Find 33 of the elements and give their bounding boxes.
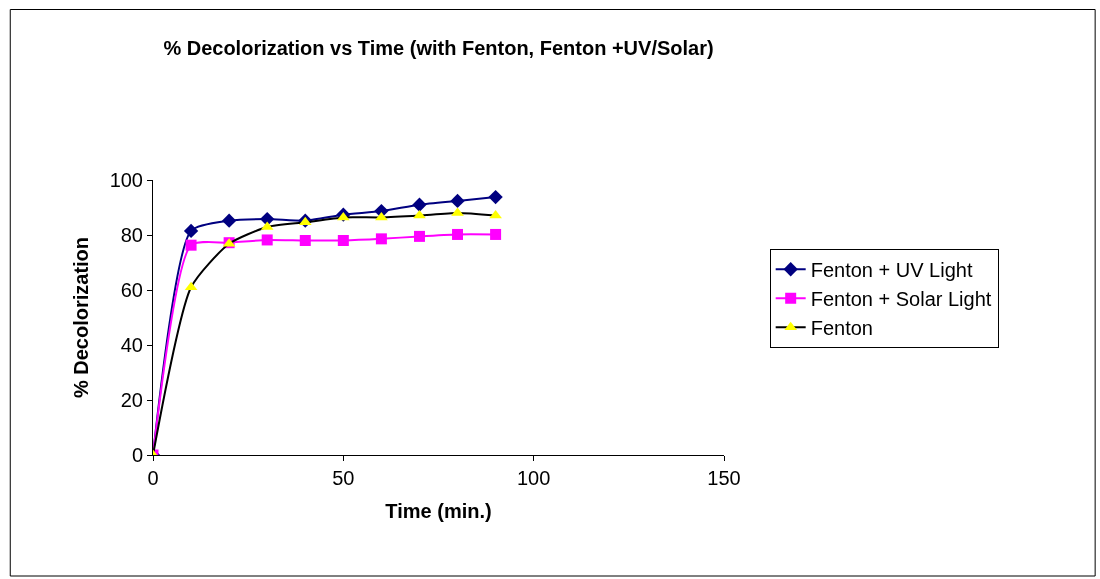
point: [490, 228, 502, 240]
y-tick-label: 60: [120, 279, 143, 301]
y-axis-title: % Decolorization: [70, 236, 93, 399]
point: [185, 239, 197, 251]
y-tick-label: 40: [120, 334, 143, 356]
point: [413, 209, 426, 219]
point: [489, 209, 502, 219]
point: [413, 230, 425, 242]
x-tick-label: 100: [516, 467, 551, 489]
point: [336, 211, 350, 221]
point: [452, 228, 464, 240]
y-tick-label: 100: [109, 169, 143, 191]
y-tick-label: 80: [120, 224, 143, 246]
y-tick-label: 0: [131, 444, 143, 466]
x-axis-title: Time (min.): [385, 499, 492, 522]
point: [412, 197, 427, 212]
x-tick-label: 0: [147, 467, 159, 489]
legend-label: Fenton + UV Light: [810, 259, 973, 282]
point: [299, 235, 311, 246]
x-tick-label: 150: [707, 467, 741, 489]
point: [375, 211, 388, 221]
y-tick-label: 20: [120, 389, 143, 411]
x-tick-label: 50: [332, 467, 355, 489]
legend-label: Fenton + Solar Light: [810, 288, 992, 311]
point: [450, 193, 465, 209]
point: [261, 234, 273, 246]
point: [183, 223, 199, 239]
chart-title: % Decolorization vs Time (with Fenton, Fenton +UV/Solar): [163, 37, 714, 60]
point: [221, 213, 237, 228]
legend-label: Fenton: [810, 317, 873, 340]
point: [375, 233, 387, 245]
point: [488, 189, 503, 205]
point: [337, 235, 349, 246]
